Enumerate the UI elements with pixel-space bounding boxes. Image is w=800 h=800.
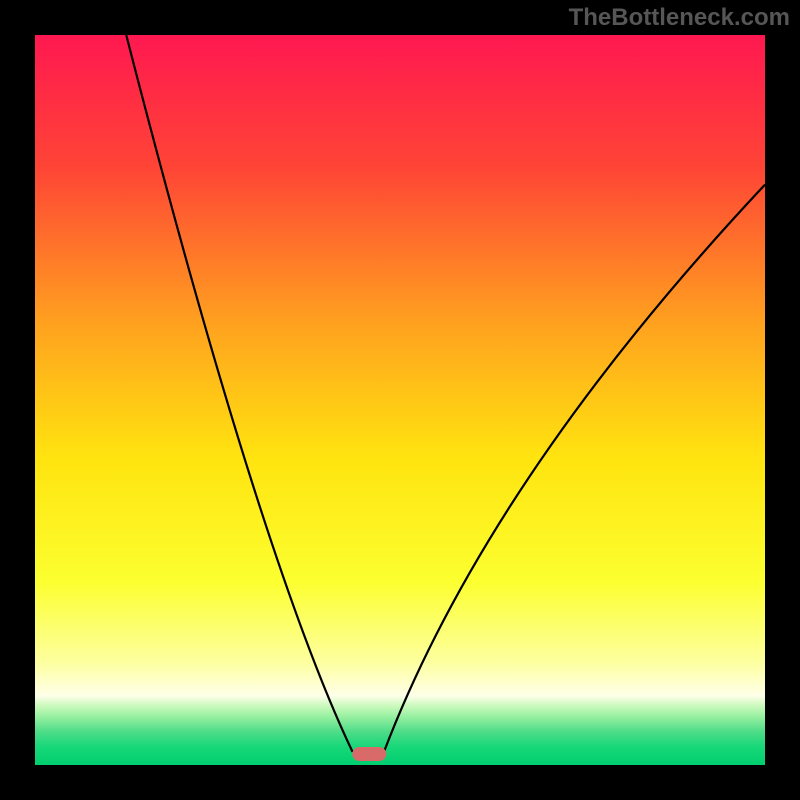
gradient-background [35,35,765,765]
bottleneck-marker [352,747,386,761]
bottleneck-chart [0,0,800,800]
chart-container: { "watermark": { "text": "TheBottleneck.… [0,0,800,800]
watermark-text: TheBottleneck.com [569,4,790,32]
